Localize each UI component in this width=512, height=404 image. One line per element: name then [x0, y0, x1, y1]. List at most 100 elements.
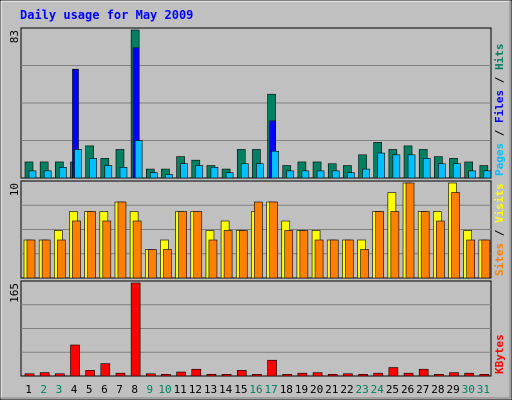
- bar-kbytes: [176, 371, 186, 377]
- bar-pages: [392, 154, 401, 179]
- x-tick-label: 19: [295, 383, 308, 396]
- bar-kbytes: [100, 363, 111, 377]
- bar-kbytes: [373, 372, 384, 377]
- bar-pages: [468, 170, 476, 179]
- x-tick-label: 17: [265, 383, 278, 396]
- bar-kbytes: [343, 373, 353, 377]
- x-tick-label: 22: [340, 383, 353, 396]
- bar-kbytes: [312, 372, 323, 377]
- bar-kbytes: [236, 370, 247, 377]
- bar-kbytes: [282, 374, 293, 377]
- bar-sites: [390, 211, 400, 279]
- bar-sites: [223, 230, 233, 279]
- bar-pages: [331, 170, 340, 179]
- bar-sites: [436, 220, 445, 279]
- bar-sites: [72, 220, 81, 279]
- bar-kbytes: [39, 372, 50, 377]
- bar-sites: [132, 220, 142, 279]
- x-tick-label: 8: [131, 383, 138, 396]
- bar-sites: [314, 239, 324, 279]
- panel-bottom: 165 KBytes: [8, 280, 506, 377]
- x-tick-label: 27: [416, 383, 429, 396]
- bar-pages: [347, 172, 355, 179]
- x-tick-label: 18: [280, 383, 293, 396]
- x-tick-label: 1: [25, 383, 32, 396]
- bar-sites: [57, 239, 66, 279]
- bar-kbytes: [403, 372, 414, 377]
- bar-pages: [422, 158, 431, 179]
- bar-pages: [438, 163, 446, 179]
- x-tick-label: 2: [40, 383, 47, 396]
- bar-sites: [26, 239, 36, 279]
- x-tick-label: 5: [86, 383, 93, 396]
- panel-bottom-side-label: KBytes: [493, 334, 506, 374]
- bar-sites: [481, 239, 491, 279]
- panel-top: 83 Pages / Files / Hits: [8, 27, 506, 179]
- side-label-visits: Visits: [493, 183, 506, 223]
- bar-kbytes: [55, 373, 65, 377]
- bar-pages: [316, 170, 325, 179]
- side-label-separator: /: [493, 70, 506, 90]
- side-label-separator: /: [493, 123, 506, 143]
- bar-sites: [329, 239, 339, 279]
- bar-sites: [163, 249, 172, 279]
- bar-pages: [165, 174, 173, 179]
- x-tick-label: 11: [174, 383, 187, 396]
- bar-pages: [59, 167, 67, 179]
- bar-sites: [466, 239, 475, 279]
- side-label-hits: Hits: [493, 44, 506, 71]
- bar-pages: [104, 165, 113, 179]
- x-tick-label: 12: [189, 383, 202, 396]
- x-tick-label: 23: [356, 383, 369, 396]
- bar-pages: [180, 163, 188, 179]
- bar-pages: [453, 163, 461, 179]
- bar-sites: [102, 220, 112, 279]
- panel-middle-ymax-label: 10: [8, 183, 21, 196]
- bar-kbytes: [464, 372, 474, 377]
- bar-pages: [271, 150, 279, 179]
- bar-kbytes: [24, 373, 35, 377]
- bar-pages: [377, 152, 386, 179]
- bar-pages: [195, 165, 204, 179]
- bar-kbytes: [388, 367, 399, 377]
- panel-middle-side-label: Sites / Visits: [493, 183, 506, 276]
- bar-pages: [149, 172, 158, 179]
- bar-pages: [28, 170, 37, 179]
- bar-kbytes: [449, 372, 459, 377]
- x-tick-label: 4: [71, 383, 78, 396]
- bar-pages: [210, 167, 219, 179]
- chart-title: Daily usage for May 2009: [20, 8, 193, 22]
- bar-sites: [345, 239, 354, 279]
- bar-kbytes: [267, 359, 277, 377]
- x-tick-label: 26: [401, 383, 414, 396]
- x-tick-label: 3: [56, 383, 63, 396]
- bar-sites: [299, 230, 309, 279]
- bar-pages: [407, 154, 416, 179]
- bar-sites: [254, 201, 263, 279]
- x-tick-label: 31: [477, 383, 490, 396]
- x-tick-label: 15: [234, 383, 247, 396]
- bar-kbytes: [297, 372, 308, 377]
- bar-sites: [284, 230, 294, 279]
- bar-pages: [240, 163, 249, 179]
- bar-kbytes: [161, 374, 171, 377]
- bar-kbytes: [418, 368, 429, 377]
- bar-pages: [256, 163, 264, 179]
- panel-middle: 10 Sites / Visits: [8, 180, 506, 279]
- side-label-files: Files: [493, 90, 506, 123]
- side-label-separator: /: [493, 223, 506, 243]
- bar-sites: [238, 230, 248, 279]
- x-tick-label: 13: [204, 383, 217, 396]
- bar-kbytes: [358, 374, 368, 377]
- chart-panels: 83 Pages / Files / Hits 10 Sites / Visits 16…: [8, 27, 506, 377]
- bar-pages: [89, 158, 97, 179]
- bar-sites: [451, 192, 460, 279]
- bar-sites: [269, 201, 278, 279]
- x-tick-label: 7: [116, 383, 123, 396]
- x-tick-label: 9: [147, 383, 154, 396]
- bar-pages: [225, 172, 234, 179]
- bar-kbytes: [145, 373, 156, 377]
- panel-top-side-label: Pages / Files / Hits: [493, 44, 506, 177]
- bar-kbytes: [206, 374, 217, 377]
